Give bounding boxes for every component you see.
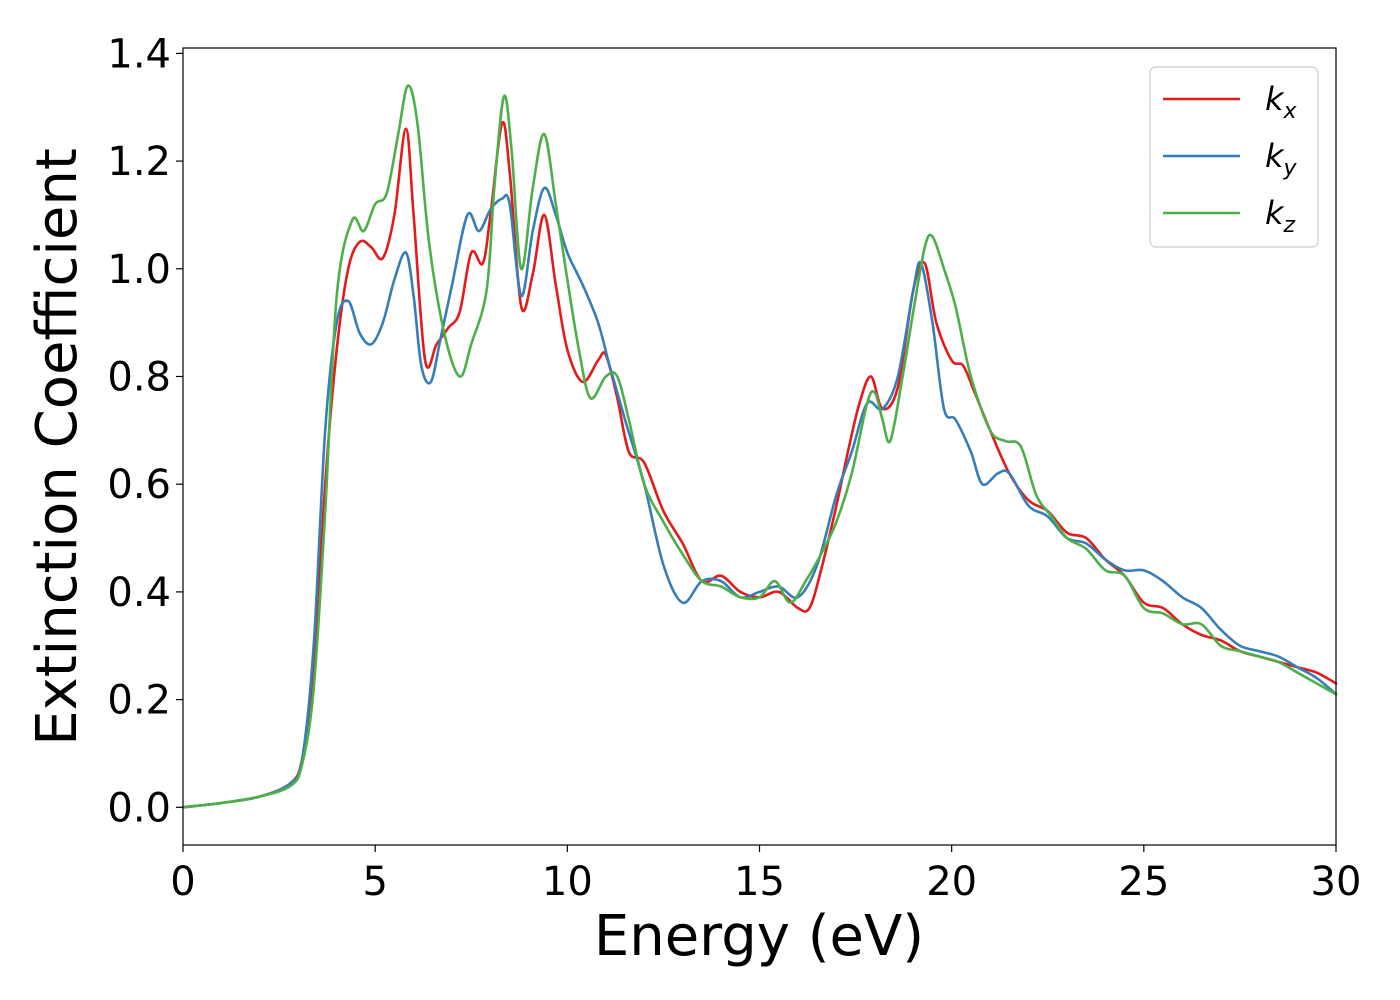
x-tick-label: 20 [926, 859, 977, 905]
x-axis-title: Energy (eV) [594, 904, 924, 969]
y-tick-label: 0.4 [107, 570, 171, 616]
x-axis-ticks: 0 5 10 15 20 25 30 [170, 845, 1361, 905]
legend-label-kz: kz [1265, 194, 1296, 238]
y-tick-label: 1.2 [107, 139, 171, 185]
y-tick-label: 0.6 [107, 462, 171, 508]
y-tick-label: 0.2 [107, 678, 171, 724]
y-tick-label: 0.0 [107, 785, 171, 831]
x-tick-label: 0 [170, 859, 195, 905]
series-line-ky [181, 186, 1338, 809]
x-tick-label: 5 [362, 859, 387, 905]
series-layer [181, 84, 1338, 809]
y-tick-label: 1.4 [107, 31, 171, 77]
series-line-kx [181, 120, 1338, 809]
legend-label-ky: ky [1265, 137, 1298, 181]
y-axis-title: Extinction Coefficient [25, 148, 90, 746]
x-tick-label: 10 [542, 859, 593, 905]
y-axis-ticks: 0.0 0.2 0.4 0.6 0.8 1.0 1.2 1.4 [107, 31, 183, 831]
x-tick-label: 25 [1118, 859, 1169, 905]
y-tick-label: 0.8 [107, 354, 171, 400]
x-tick-label: 15 [734, 859, 785, 905]
legend: kx ky kz [1149, 66, 1319, 248]
x-tick-label: 30 [1311, 859, 1362, 905]
legend-label-kx: kx [1265, 80, 1298, 124]
y-tick-label: 1.0 [107, 247, 171, 293]
series-line-kz [181, 84, 1338, 809]
